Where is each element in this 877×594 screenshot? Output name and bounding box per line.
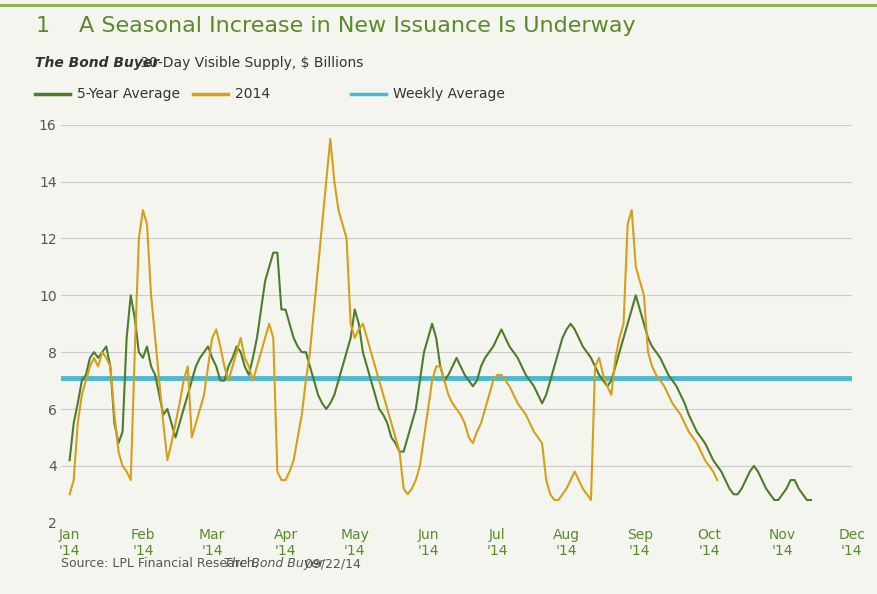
Text: 30-Day Visible Supply, $ Billions: 30-Day Visible Supply, $ Billions bbox=[136, 56, 363, 69]
Text: Source: LPL Financial Research,: Source: LPL Financial Research, bbox=[61, 557, 263, 570]
Text: The Bond Buyer: The Bond Buyer bbox=[35, 56, 159, 69]
Text: A Seasonal Increase in New Issuance Is Underway: A Seasonal Increase in New Issuance Is U… bbox=[79, 16, 635, 36]
Text: 2014: 2014 bbox=[235, 87, 270, 101]
Text: The Bond Buyer: The Bond Buyer bbox=[224, 557, 324, 570]
Text: 09/22/14: 09/22/14 bbox=[301, 557, 360, 570]
Text: 5-Year Average: 5-Year Average bbox=[77, 87, 180, 101]
Text: 1: 1 bbox=[35, 16, 49, 36]
Text: Weekly Average: Weekly Average bbox=[393, 87, 504, 101]
